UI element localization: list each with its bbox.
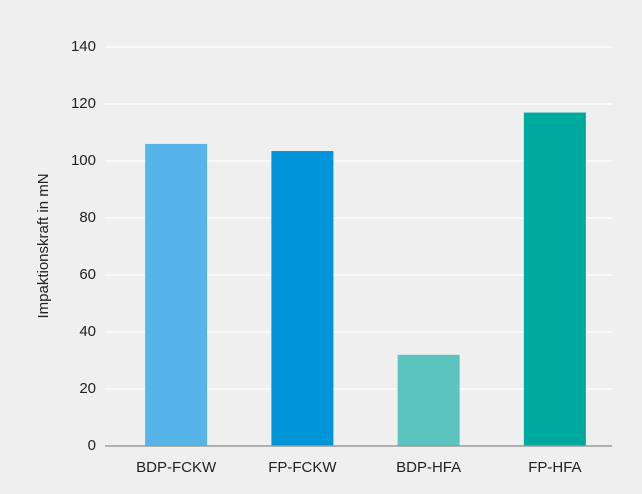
y-tick-label: 20 bbox=[79, 380, 96, 397]
y-tick-label: 40 bbox=[79, 323, 96, 340]
bar bbox=[523, 112, 586, 447]
x-tick-label: BDP-HFA bbox=[396, 459, 461, 476]
bar bbox=[271, 151, 334, 446]
x-tick-label: FP-FCKW bbox=[268, 459, 337, 476]
y-tick-label: 140 bbox=[71, 38, 96, 55]
y-tick-label: 80 bbox=[79, 209, 96, 226]
y-tick-label: 60 bbox=[79, 266, 96, 283]
y-tick-label: 100 bbox=[71, 152, 96, 169]
x-tick-label: FP-HFA bbox=[528, 459, 581, 476]
y-axis-label: Impaktionskraft in mN bbox=[35, 173, 52, 318]
bar bbox=[397, 354, 460, 446]
x-tick-label: BDP-FCKW bbox=[136, 459, 217, 476]
y-tick-label: 0 bbox=[88, 437, 96, 454]
y-tick-label: 120 bbox=[71, 95, 96, 112]
bar bbox=[145, 143, 208, 446]
